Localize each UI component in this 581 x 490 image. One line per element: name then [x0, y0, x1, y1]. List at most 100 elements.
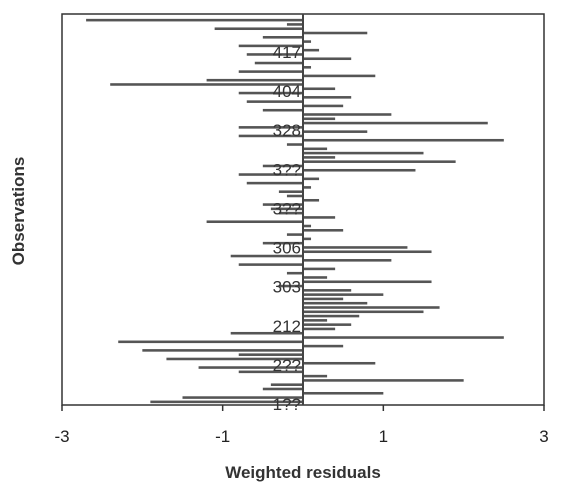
residual-bar — [303, 74, 376, 78]
observation-label: 3?? — [273, 160, 301, 179]
residual-bar — [303, 160, 456, 163]
residual-bar — [238, 44, 303, 48]
residual-bar — [198, 366, 303, 369]
residual-bar — [303, 57, 352, 61]
residual-bar — [303, 66, 312, 69]
x-tick-label: 1 — [379, 427, 388, 446]
residual-bar — [303, 104, 344, 108]
residual-bar — [262, 164, 303, 168]
residual-bar — [303, 147, 328, 151]
residual-bar — [278, 211, 303, 215]
residual-bar — [303, 276, 328, 279]
residual-bar — [303, 168, 416, 172]
residual-bar — [286, 143, 303, 146]
observation-labels: 417 404 328 3?? 3?? 306 303 212 2?? 1?? — [273, 43, 301, 414]
residual-bar — [246, 181, 303, 185]
residual-bar — [262, 203, 303, 206]
x-tick-label: -1 — [215, 427, 230, 446]
residual-bar — [303, 31, 368, 35]
residual-bar — [303, 344, 344, 348]
residual-bar — [303, 314, 360, 318]
residual-bar — [238, 126, 303, 129]
residual-bar — [262, 387, 303, 391]
residual-bar — [270, 207, 303, 211]
residual-bar — [303, 113, 392, 116]
residual-bar — [262, 241, 303, 245]
residual-bar — [86, 18, 303, 22]
residual-bar — [303, 327, 336, 331]
residual-bar — [303, 289, 352, 292]
residual-bar — [230, 331, 303, 335]
residual-bar — [303, 250, 432, 254]
residual-bar — [303, 301, 368, 305]
residual-bar — [142, 349, 303, 352]
residual-bar — [303, 297, 344, 301]
residual-bar — [286, 23, 303, 26]
residual-bar — [303, 293, 384, 296]
residual-bar — [118, 340, 303, 344]
residual-bar — [270, 383, 303, 386]
residual-bar — [230, 254, 303, 258]
observation-label: 306 — [273, 239, 301, 258]
residual-bar — [182, 396, 303, 399]
residual-bar — [246, 100, 303, 103]
y-axis-title: Observations — [9, 157, 28, 266]
x-tick-label: 3 — [539, 427, 548, 446]
observation-label: 212 — [273, 317, 301, 336]
observation-label: 328 — [273, 121, 301, 140]
residual-bar — [303, 40, 312, 43]
residual-bar — [303, 267, 336, 271]
observation-label: 303 — [273, 278, 301, 297]
residual-bar — [206, 220, 303, 224]
residual-bar — [262, 36, 303, 39]
residual-bar — [303, 229, 344, 232]
residual-bar — [303, 237, 312, 241]
residual-bar — [303, 121, 488, 125]
residual-bar — [286, 233, 303, 236]
residual-bar — [214, 27, 303, 31]
residual-bar — [206, 78, 303, 82]
residual-bar — [238, 370, 303, 374]
residual-bar — [303, 48, 320, 52]
residual-bar — [246, 53, 303, 56]
residual-bar — [286, 271, 303, 275]
observation-label: 2?? — [273, 356, 301, 375]
residual-bar — [303, 96, 352, 99]
residual-bar — [303, 336, 504, 339]
bars-layer — [86, 18, 504, 404]
residual-bar — [254, 61, 303, 65]
observation-label: 417 — [273, 43, 301, 62]
residual-bar — [303, 198, 320, 202]
residual-bar — [150, 400, 303, 404]
residual-bar — [303, 138, 504, 142]
observation-label: 404 — [273, 82, 301, 101]
residual-bar — [303, 323, 352, 326]
residual-bar — [278, 284, 303, 288]
residual-bar — [303, 310, 424, 314]
x-axis-title: Weighted residuals — [225, 463, 381, 482]
residual-bar — [303, 130, 368, 133]
residual-bar — [303, 246, 408, 249]
residual-bar — [238, 173, 303, 176]
observation-label: 1?? — [273, 395, 301, 414]
observation-label: 3?? — [273, 199, 301, 218]
residual-bar — [303, 156, 336, 159]
residual-bar — [238, 353, 303, 356]
residual-bar — [303, 391, 384, 395]
x-axis-ticks: -3 -1 1 3 — [54, 405, 549, 446]
residual-bar — [238, 263, 303, 266]
residual-bar — [303, 374, 328, 378]
residual-bar — [286, 194, 303, 198]
residual-bar — [303, 379, 464, 382]
residual-bar — [166, 357, 303, 361]
residual-bar — [303, 224, 312, 228]
residual-bar — [303, 117, 336, 121]
residual-bar — [278, 190, 303, 193]
residual-bar — [303, 319, 328, 322]
residual-bar — [303, 259, 392, 262]
residual-bar — [303, 216, 336, 219]
residual-bar — [238, 70, 303, 73]
residual-bar — [303, 361, 376, 365]
residual-bar — [262, 108, 303, 112]
